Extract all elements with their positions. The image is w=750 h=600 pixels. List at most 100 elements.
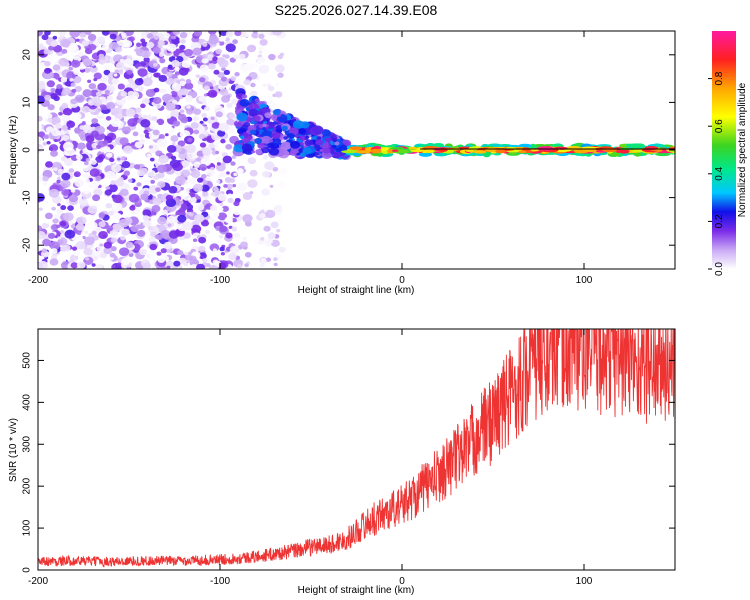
transition-blob (268, 147, 280, 156)
transition-blob (260, 135, 272, 144)
noise-blob (146, 153, 152, 158)
transition-blob (315, 139, 324, 146)
noise-blob (139, 133, 145, 139)
noise-blob (59, 230, 65, 234)
noise-blob (258, 64, 270, 74)
noise-blob (123, 115, 130, 121)
noise-blob (49, 144, 59, 152)
noise-blob (107, 95, 114, 101)
noise-blob (110, 237, 118, 243)
noise-blob (60, 38, 71, 48)
noise-blob (259, 39, 268, 46)
noise-blob (143, 179, 151, 186)
noise-blob (170, 155, 177, 161)
noise-blob (101, 44, 109, 51)
noise-blob (103, 69, 111, 76)
noise-blob (70, 262, 79, 269)
noise-blob (226, 102, 233, 108)
transition-blob (304, 139, 314, 147)
noise-blob (42, 141, 47, 146)
noise-blob (38, 225, 43, 232)
noise-blob (42, 238, 51, 246)
transition-blob (267, 143, 274, 149)
noise-blob (140, 38, 146, 43)
transition-blob (311, 125, 324, 135)
noise-blob (79, 31, 87, 38)
transition-blob (264, 112, 272, 119)
noise-blob (83, 188, 90, 195)
noise-blob (201, 184, 210, 192)
noise-blob (201, 167, 206, 171)
noise-blob (152, 129, 160, 136)
signal-blob (644, 145, 659, 151)
noise-blob (123, 58, 134, 68)
noise-blob (156, 164, 168, 173)
noise-blob (225, 43, 236, 52)
noise-blob (230, 76, 237, 82)
noise-blob (47, 117, 52, 121)
spectrogram-heat-layer (38, 31, 675, 269)
y-tick-label: -20 (22, 238, 33, 253)
noise-blob (75, 154, 83, 161)
noise-blob (219, 262, 227, 269)
snr-frame (37, 328, 676, 571)
noise-blob (123, 130, 129, 135)
noise-blob (64, 229, 76, 239)
y-tick-label: -10 (22, 190, 33, 205)
noise-blob (151, 204, 161, 213)
noise-blob (133, 186, 139, 191)
noise-blob (244, 263, 249, 268)
noise-blob (134, 141, 143, 149)
noise-blob (50, 150, 58, 157)
noise-blob (279, 80, 284, 85)
noise-blob (118, 218, 130, 228)
noise-blob (237, 263, 243, 269)
noise-blob (38, 95, 46, 104)
noise-blob (121, 257, 130, 266)
noise-blob (170, 135, 179, 142)
noise-blob (213, 69, 220, 75)
noise-blob (119, 58, 125, 63)
noise-blob (168, 186, 178, 194)
noise-blob (152, 197, 162, 206)
noise-blob (44, 60, 51, 67)
noise-blob (274, 204, 283, 212)
noise-blob (141, 50, 151, 59)
noise-blob (217, 72, 225, 79)
noise-blob (165, 77, 175, 85)
noise-blob (203, 85, 210, 91)
noise-blob (93, 72, 102, 80)
transition-blob (315, 152, 320, 156)
noise-blob (232, 39, 238, 45)
noise-blob (193, 31, 203, 37)
noise-blob (216, 239, 222, 244)
noise-blob (177, 214, 187, 223)
noise-blob (227, 197, 234, 203)
transition-blob (270, 137, 282, 146)
noise-blob (269, 184, 274, 188)
noise-blob (142, 215, 150, 221)
transition-blob (302, 147, 312, 155)
y-tick-label: 0 (22, 567, 33, 573)
noise-blob (204, 106, 211, 112)
noise-blob (152, 96, 162, 105)
signal-blob (518, 150, 527, 154)
transition-blob (241, 94, 248, 99)
noise-blob (167, 223, 172, 227)
noise-blob (202, 258, 208, 263)
noise-blob (179, 31, 188, 39)
noise-blob (61, 114, 71, 122)
noise-blob (136, 42, 142, 47)
noise-blob (242, 192, 253, 201)
noise-blob (277, 217, 285, 224)
noise-blob (272, 31, 283, 36)
transition-blob (241, 143, 253, 152)
noise-blob (125, 241, 134, 249)
noise-blob (273, 257, 278, 262)
noise-blob (120, 91, 128, 97)
noise-blob (212, 248, 217, 252)
noise-blob (199, 142, 207, 148)
noise-blob (146, 41, 155, 49)
noise-blob (88, 233, 94, 237)
transition-blob (283, 136, 288, 140)
